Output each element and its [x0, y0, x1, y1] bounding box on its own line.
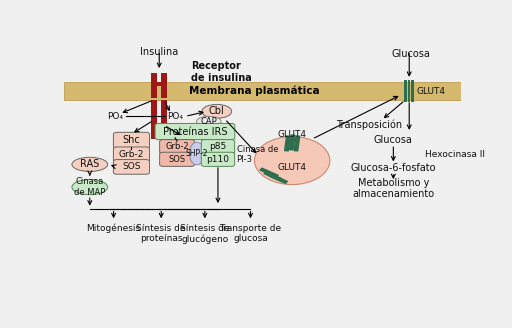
Text: Cinasa
de MAP: Cinasa de MAP	[74, 177, 105, 197]
Ellipse shape	[202, 104, 231, 118]
Polygon shape	[264, 172, 282, 181]
Polygon shape	[269, 174, 287, 183]
Text: GLUT4: GLUT4	[416, 87, 445, 96]
Polygon shape	[294, 136, 300, 151]
FancyBboxPatch shape	[113, 147, 150, 162]
FancyBboxPatch shape	[160, 140, 195, 154]
Text: Síntesis de
glucógeno: Síntesis de glucógeno	[180, 224, 229, 244]
Text: Glucosa-6-fosfato: Glucosa-6-fosfato	[351, 163, 436, 173]
Text: Síntesis de
proteínas: Síntesis de proteínas	[137, 224, 186, 243]
Text: Transporte de
glucosa: Transporte de glucosa	[220, 224, 282, 243]
Text: Receptor
de insulina: Receptor de insulina	[191, 61, 252, 83]
Polygon shape	[285, 136, 290, 151]
Text: p110: p110	[206, 155, 229, 164]
Bar	[64, 82, 461, 100]
Text: PO₄: PO₄	[108, 112, 123, 121]
Text: Metabolismo y
almacenamiento: Metabolismo y almacenamiento	[352, 177, 434, 199]
Text: Cinasa de
PI-3: Cinasa de PI-3	[237, 145, 278, 164]
Text: Transposición: Transposición	[336, 120, 402, 131]
Text: Membrana plasmática: Membrana plasmática	[189, 86, 320, 96]
Text: CAP: CAP	[201, 117, 217, 126]
Bar	[411, 80, 414, 102]
Text: Mitogénesis: Mitogénesis	[87, 224, 141, 233]
Bar	[151, 100, 157, 139]
Text: Cbl: Cbl	[209, 106, 225, 116]
Text: GLUT4: GLUT4	[278, 163, 307, 172]
FancyBboxPatch shape	[160, 152, 195, 166]
Bar	[161, 100, 167, 139]
Polygon shape	[260, 168, 279, 177]
FancyBboxPatch shape	[201, 152, 234, 166]
Text: p85: p85	[209, 142, 227, 151]
Bar	[404, 80, 407, 102]
Text: Glucosa: Glucosa	[374, 135, 413, 145]
Bar	[408, 80, 411, 102]
Text: GLUT4: GLUT4	[278, 130, 307, 138]
Text: SHP-2: SHP-2	[186, 149, 208, 158]
Text: Shc: Shc	[122, 135, 140, 145]
Circle shape	[254, 136, 330, 185]
Text: Insulina: Insulina	[140, 47, 178, 57]
FancyBboxPatch shape	[155, 123, 235, 140]
Text: RAS: RAS	[80, 159, 99, 169]
FancyBboxPatch shape	[113, 160, 150, 174]
Text: Grb-2: Grb-2	[165, 142, 189, 151]
Text: SOS: SOS	[168, 155, 186, 164]
Text: PO₄: PO₄	[167, 112, 183, 121]
Ellipse shape	[72, 179, 108, 195]
Ellipse shape	[197, 116, 221, 127]
Text: SOS: SOS	[122, 162, 141, 172]
Ellipse shape	[72, 157, 108, 172]
FancyBboxPatch shape	[201, 140, 234, 154]
Text: Hexocinasa II: Hexocinasa II	[425, 150, 485, 159]
Polygon shape	[289, 135, 295, 150]
Ellipse shape	[189, 142, 204, 165]
Text: Proteínas IRS: Proteínas IRS	[163, 127, 227, 136]
Bar	[161, 73, 167, 98]
Bar	[151, 82, 167, 86]
Text: Grb-2: Grb-2	[119, 150, 144, 159]
FancyBboxPatch shape	[113, 132, 150, 149]
Bar	[151, 73, 157, 98]
Text: Glucosa: Glucosa	[392, 50, 431, 59]
